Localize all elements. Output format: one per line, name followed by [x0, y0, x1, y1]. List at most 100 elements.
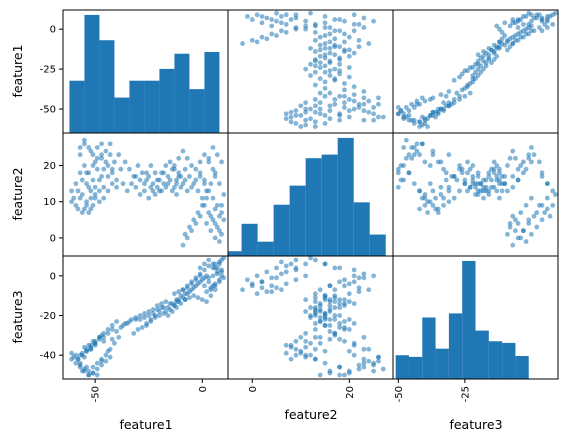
scatter-point	[137, 177, 143, 183]
scatter-point	[97, 334, 102, 340]
scatter-point	[165, 305, 171, 310]
scatter-point	[356, 366, 362, 372]
scatter-point	[161, 181, 167, 187]
histogram-bar	[448, 313, 463, 379]
scatter-point	[473, 69, 478, 75]
scatter-point	[342, 105, 347, 110]
scatter-point	[475, 66, 481, 72]
scatter-point	[264, 269, 270, 275]
scatter-point	[322, 93, 328, 99]
scatter-point	[219, 159, 224, 165]
col-label-1: feature2	[284, 407, 337, 422]
scatter-point	[371, 111, 376, 117]
scatter-point	[264, 289, 270, 295]
scatter-point	[86, 372, 92, 378]
scatter-point	[322, 348, 328, 354]
scatter-point	[312, 58, 318, 64]
scatter-point	[116, 152, 122, 158]
histogram-bar	[129, 80, 145, 133]
scatter-point	[283, 342, 289, 348]
scatter-point	[322, 13, 328, 19]
scatter-point	[337, 297, 343, 303]
scatter-point	[259, 13, 265, 19]
scatter-point	[298, 334, 304, 340]
scatter-point	[86, 184, 92, 190]
scatter-point	[433, 195, 438, 201]
scatter-point	[204, 195, 209, 201]
scatter-point	[195, 188, 201, 194]
scatter-point	[467, 184, 473, 190]
scatter-point	[274, 33, 279, 38]
scatter-point	[515, 17, 521, 22]
scatter-point	[312, 257, 318, 263]
scatter-point	[337, 111, 343, 117]
scatter-point	[317, 309, 323, 314]
scatter-point	[283, 12, 289, 18]
scatter-point	[534, 210, 540, 215]
scatter-point	[221, 192, 227, 197]
scatter-point	[337, 28, 343, 34]
histogram-bar	[502, 342, 516, 379]
scatter-point	[312, 299, 318, 305]
scatter-point	[322, 261, 328, 267]
scatter-point	[206, 279, 212, 285]
scatter-point	[481, 66, 486, 72]
scatter-point	[497, 166, 502, 172]
scatter-point	[380, 114, 386, 120]
scatter-point	[92, 184, 98, 190]
scatter-point	[361, 89, 367, 94]
scatter-point	[342, 39, 347, 45]
scatter-point	[473, 184, 478, 190]
cell-plot-area	[69, 14, 220, 133]
scatter-point	[446, 184, 452, 190]
scatter-point	[317, 34, 323, 40]
scatter-point	[269, 23, 275, 29]
scatter-point	[544, 25, 550, 30]
scatter-point	[489, 166, 494, 172]
scatter-point	[327, 73, 333, 78]
scatter-point	[191, 181, 197, 187]
scatter-point	[122, 159, 128, 165]
scatter-point	[539, 217, 545, 223]
scatter-point	[376, 358, 381, 364]
scatter-point	[308, 61, 313, 67]
scatter-point	[327, 336, 333, 342]
scatter-point	[539, 170, 545, 176]
scatter-point	[491, 50, 497, 56]
scatter-point	[317, 372, 323, 378]
scatter-point	[494, 174, 500, 179]
scatter-point	[259, 285, 265, 291]
scatter-point	[465, 68, 470, 74]
scatter-point	[167, 301, 173, 307]
scatter-point	[94, 145, 100, 150]
scatter-point	[550, 202, 556, 208]
scatter-point	[99, 155, 104, 161]
cell-1-0	[62, 132, 229, 257]
scatter-point	[195, 210, 201, 215]
scatter-point	[150, 188, 156, 194]
scatter-point	[351, 321, 357, 326]
scatter-point	[161, 311, 167, 316]
scatter-point	[308, 340, 313, 346]
scatter-point	[317, 90, 323, 96]
scatter-point	[219, 269, 224, 275]
scatter-point	[90, 202, 96, 208]
scatter-point	[513, 228, 518, 234]
scatter-point	[312, 295, 318, 301]
scatter-point	[376, 95, 381, 101]
scatter-point	[337, 305, 343, 310]
scatter-point	[197, 159, 203, 165]
scatter-point	[356, 362, 362, 368]
scatter-point	[176, 289, 182, 295]
scatter-point	[184, 188, 190, 194]
scatter-point	[531, 213, 537, 219]
scatter-point	[114, 184, 119, 190]
scatter-point	[371, 360, 376, 366]
scatter-point	[438, 192, 444, 197]
scatter-point	[206, 210, 212, 215]
scatter-point	[165, 174, 171, 179]
scatter-point	[427, 181, 433, 187]
scatter-point	[327, 68, 333, 74]
scatter-point	[451, 100, 457, 106]
scatter-point	[486, 174, 492, 179]
